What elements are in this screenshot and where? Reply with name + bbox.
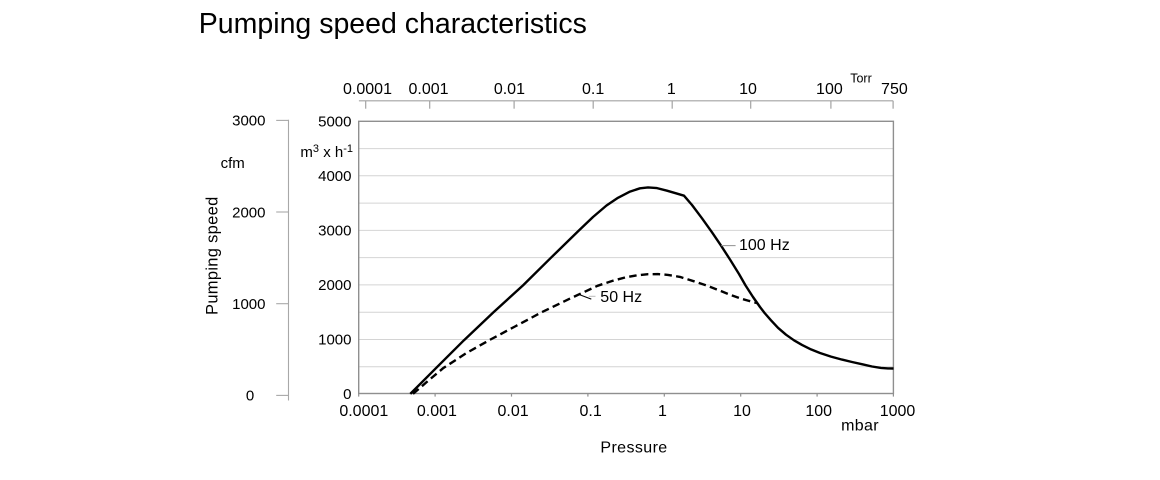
svg-text:0.0001: 0.0001 [343, 81, 392, 98]
svg-text:750: 750 [881, 81, 908, 98]
svg-text:100 Hz: 100 Hz [739, 237, 790, 254]
svg-text:0.0001: 0.0001 [339, 403, 388, 420]
svg-text:4000: 4000 [318, 168, 351, 185]
svg-text:2000: 2000 [318, 277, 351, 294]
svg-text:10: 10 [739, 81, 757, 98]
svg-text:0.1: 0.1 [579, 403, 601, 420]
svg-text:1: 1 [667, 81, 676, 98]
svg-text:0: 0 [246, 388, 254, 405]
svg-text:5000: 5000 [318, 114, 351, 131]
svg-text:Torr: Torr [850, 72, 872, 86]
svg-text:0.001: 0.001 [417, 403, 457, 420]
svg-text:10: 10 [733, 403, 751, 420]
svg-text:Pumping speed characteristics: Pumping speed characteristics [199, 8, 587, 40]
svg-text:1000: 1000 [232, 296, 265, 313]
svg-text:1: 1 [658, 403, 667, 420]
svg-text:0.01: 0.01 [498, 403, 529, 420]
svg-text:Pumping speed: Pumping speed [204, 196, 222, 315]
svg-text:m3 x h-1: m3 x h-1 [300, 143, 353, 161]
svg-text:2000: 2000 [232, 204, 265, 221]
svg-text:100: 100 [805, 403, 832, 420]
svg-text:1000: 1000 [318, 332, 351, 349]
svg-text:cfm: cfm [221, 155, 245, 172]
svg-text:100: 100 [816, 81, 843, 98]
svg-text:0: 0 [343, 386, 351, 403]
svg-text:0.001: 0.001 [408, 81, 448, 98]
svg-text:0.1: 0.1 [582, 81, 604, 98]
svg-text:50 Hz: 50 Hz [600, 289, 642, 306]
svg-text:3000: 3000 [232, 113, 265, 130]
svg-text:0.01: 0.01 [494, 81, 525, 98]
svg-text:Pressure: Pressure [600, 440, 667, 457]
svg-text:mbar: mbar [841, 418, 879, 435]
svg-text:1000: 1000 [880, 403, 916, 420]
svg-text:3000: 3000 [318, 223, 351, 240]
